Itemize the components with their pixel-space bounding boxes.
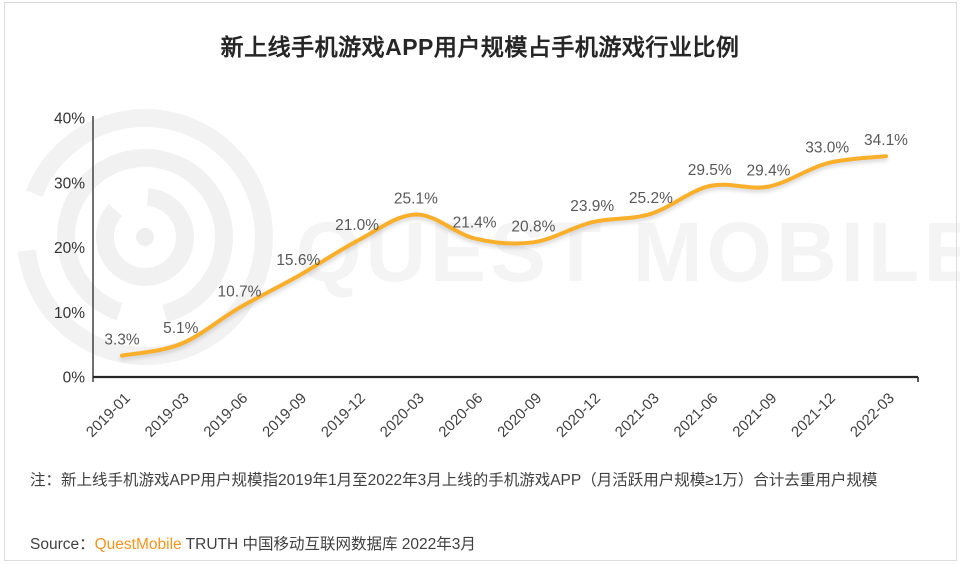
source-brand: QuestMobile bbox=[94, 536, 182, 553]
x-axis-tick-label: 2019-12 bbox=[318, 390, 369, 441]
data-label: 34.1% bbox=[864, 132, 908, 149]
x-axis-tick-label: 2020-03 bbox=[377, 390, 428, 441]
x-axis-tick-label: 2021-06 bbox=[671, 390, 722, 441]
y-axis-tick-label: 10% bbox=[54, 305, 85, 322]
trend-line bbox=[120, 154, 888, 358]
data-label: 25.2% bbox=[629, 190, 673, 207]
chart-title: 新上线手机游戏APP用户规模占手机游戏行业比例 bbox=[220, 34, 740, 60]
x-axis-tick-label: 2019-03 bbox=[142, 390, 193, 441]
x-axis-tick-label: 2019-06 bbox=[200, 390, 251, 441]
questmobile-watermark-text: QUEST MOBILE bbox=[296, 205, 960, 299]
data-label: 25.1% bbox=[394, 191, 438, 208]
questmobile-watermark-logo-icon: QUEST MOBILE bbox=[17, 109, 960, 365]
source-label: Source： bbox=[30, 536, 95, 553]
data-label: 21.4% bbox=[453, 214, 497, 231]
y-axis-tick-label: 0% bbox=[63, 370, 86, 387]
x-axis-tick-label: 2020-09 bbox=[494, 390, 545, 441]
source-rest: TRUTH 中国移动互联网数据库 2022年3月 bbox=[181, 536, 476, 553]
x-axis-tick-label: 2019-09 bbox=[259, 390, 310, 441]
data-label: 33.0% bbox=[805, 139, 849, 156]
y-axis-tick-label: 20% bbox=[54, 240, 85, 257]
x-axis-tick-label: 2021-12 bbox=[788, 390, 839, 441]
data-label: 29.5% bbox=[688, 162, 732, 179]
y-axis-tick-label: 40% bbox=[54, 111, 85, 128]
data-label: 3.3% bbox=[104, 332, 140, 349]
y-axis-tick-label: 30% bbox=[54, 175, 85, 192]
data-label: 21.0% bbox=[335, 217, 379, 234]
data-label: 5.1% bbox=[163, 320, 199, 337]
x-axis-tick-label: 2021-03 bbox=[612, 390, 663, 441]
data-label: 15.6% bbox=[276, 252, 320, 269]
x-axis-tick-label: 2021-09 bbox=[729, 390, 780, 441]
chart-note: 注：新上线手机游戏APP用户规模指2019年1月至2022年3月上线的手机游戏A… bbox=[30, 472, 878, 489]
data-label: 20.8% bbox=[511, 218, 555, 235]
x-axis-tick-label: 2019-01 bbox=[83, 390, 134, 441]
data-label: 23.9% bbox=[570, 198, 614, 215]
x-axis-tick-label: 2020-12 bbox=[553, 390, 604, 441]
data-label: 10.7% bbox=[218, 284, 262, 301]
source-line: Source：QuestMobile TRUTH 中国移动互联网数据库 2022… bbox=[30, 532, 476, 554]
data-label: 29.4% bbox=[747, 163, 791, 180]
x-axis-tick-label: 2020-06 bbox=[435, 390, 486, 441]
x-axis-tick-label: 2022-03 bbox=[847, 390, 898, 441]
